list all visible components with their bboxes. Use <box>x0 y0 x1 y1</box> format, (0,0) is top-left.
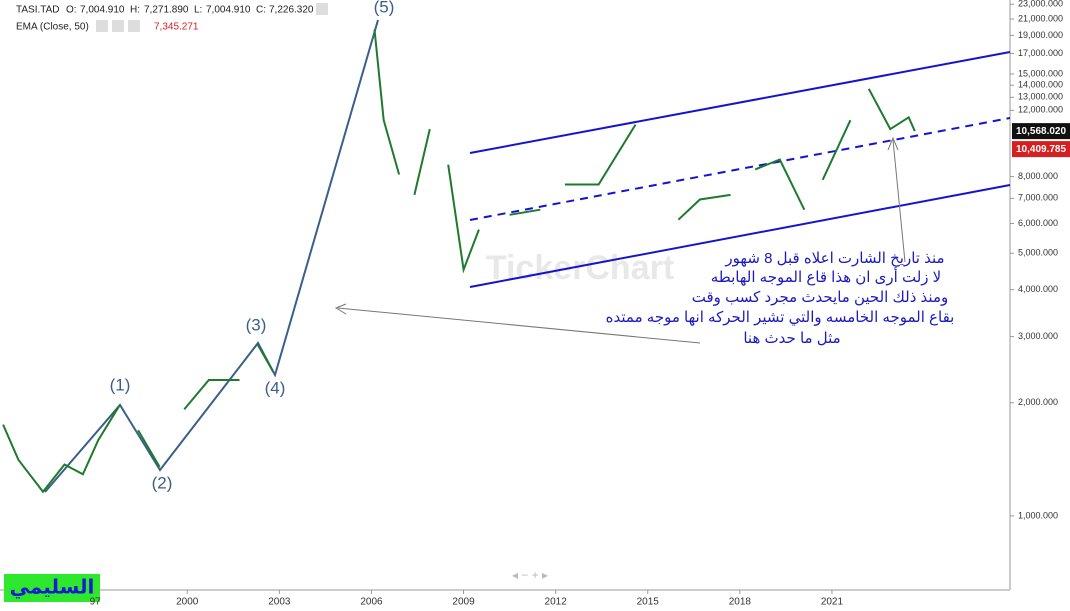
y-tick-label: 6,000.000 <box>1018 218 1058 228</box>
ohlc-label: H: <box>130 5 140 16</box>
ohlc-label: C: <box>256 5 266 16</box>
ohlc-value: 7,226.320 <box>269 5 314 16</box>
ohlc-value: 7,004.910 <box>206 5 251 16</box>
x-tick-label: 2018 <box>729 597 752 608</box>
x-tick-label: 2021 <box>821 597 844 608</box>
price-label-box <box>1012 123 1070 140</box>
ohlc-label: L: <box>194 5 202 16</box>
y-tick-label: 4,000.000 <box>1018 284 1058 294</box>
annotation: لا زلت أرى ان هذا قاع الموجه الهابطه <box>711 267 941 286</box>
y-tick-label: 19,000.000 <box>1018 30 1063 40</box>
y-tick-label: 15,000.000 <box>1018 68 1063 78</box>
toolbar[interactable]: ◂ − + ▸ <box>512 568 548 582</box>
y-tick-label: 2,000.000 <box>1018 397 1058 407</box>
y-tick-label: 3,000.000 <box>1018 331 1058 341</box>
x-tick-label: 2012 <box>545 597 568 608</box>
settings-icon[interactable] <box>112 20 124 32</box>
wave-label: (2) <box>152 473 173 492</box>
ohlc-label: O: <box>66 5 77 16</box>
arrow-head <box>887 136 899 151</box>
annotation: ومنذ ذلك الحين مايحدث مجرد كسب وقت <box>692 289 948 306</box>
series-line <box>2 29 916 494</box>
remove-icon[interactable] <box>128 20 140 32</box>
channel-upper <box>469 51 1011 154</box>
x-tick-label: 2000 <box>176 597 199 608</box>
eye-icon[interactable] <box>96 20 108 32</box>
logo-box <box>4 574 100 602</box>
y-tick-label: 14,000.000 <box>1018 80 1063 90</box>
y-tick-label: 21,000.000 <box>1018 13 1063 23</box>
x-tick-label: 97 <box>90 597 102 608</box>
wave-label: (1) <box>110 375 131 394</box>
channel-lower <box>469 184 1011 288</box>
wave-label: (4) <box>265 378 286 397</box>
indicator-name: EMA (Close, 50) <box>16 22 89 33</box>
ohlc-value: 7,271.890 <box>144 5 189 16</box>
channel-middle <box>469 117 1011 221</box>
x-tick-label: 2003 <box>268 597 291 608</box>
ohlc-value: 7,004.910 <box>80 5 125 16</box>
wave-label: (5) <box>374 0 395 16</box>
x-tick-label: 2006 <box>360 597 383 608</box>
wave-label: (3) <box>246 315 267 334</box>
price-label: 10,409.785 <box>1016 144 1066 155</box>
settings-icon[interactable] <box>316 3 328 15</box>
price-label: 10,568.020 <box>1016 126 1066 137</box>
y-tick-label: 23,000.000 <box>1018 0 1063 9</box>
arrow-head <box>334 303 347 315</box>
arrow <box>892 139 906 263</box>
y-tick-label: 7,000.000 <box>1018 193 1058 203</box>
price-label-box <box>1012 141 1070 158</box>
x-tick-label: 2009 <box>452 597 475 608</box>
y-tick-label: 1,000.000 <box>1018 510 1058 520</box>
annotation: مثل ما حدث هنا <box>743 330 840 347</box>
y-tick-label: 13,000.000 <box>1018 92 1063 102</box>
y-tick-label: 17,000.000 <box>1018 48 1063 58</box>
x-tick-label: 2015 <box>637 597 660 608</box>
annotation: بقاع الموجه الخامسه والتي تشير الحركه ان… <box>606 309 955 327</box>
y-tick-label: 12,000.000 <box>1018 105 1063 115</box>
symbol: TASI.TAD <box>16 5 60 16</box>
y-tick-label: 5,000.000 <box>1018 248 1058 258</box>
indicator-value: 7,345.271 <box>154 22 199 33</box>
y-tick-label: 8,000.000 <box>1018 171 1058 181</box>
wave-lines <box>44 19 379 493</box>
arrow <box>337 307 701 344</box>
logo: السليمي <box>10 576 95 599</box>
annotation: منذ تاريخ الشارت اعلاه قبل 8 شهور <box>724 250 944 267</box>
